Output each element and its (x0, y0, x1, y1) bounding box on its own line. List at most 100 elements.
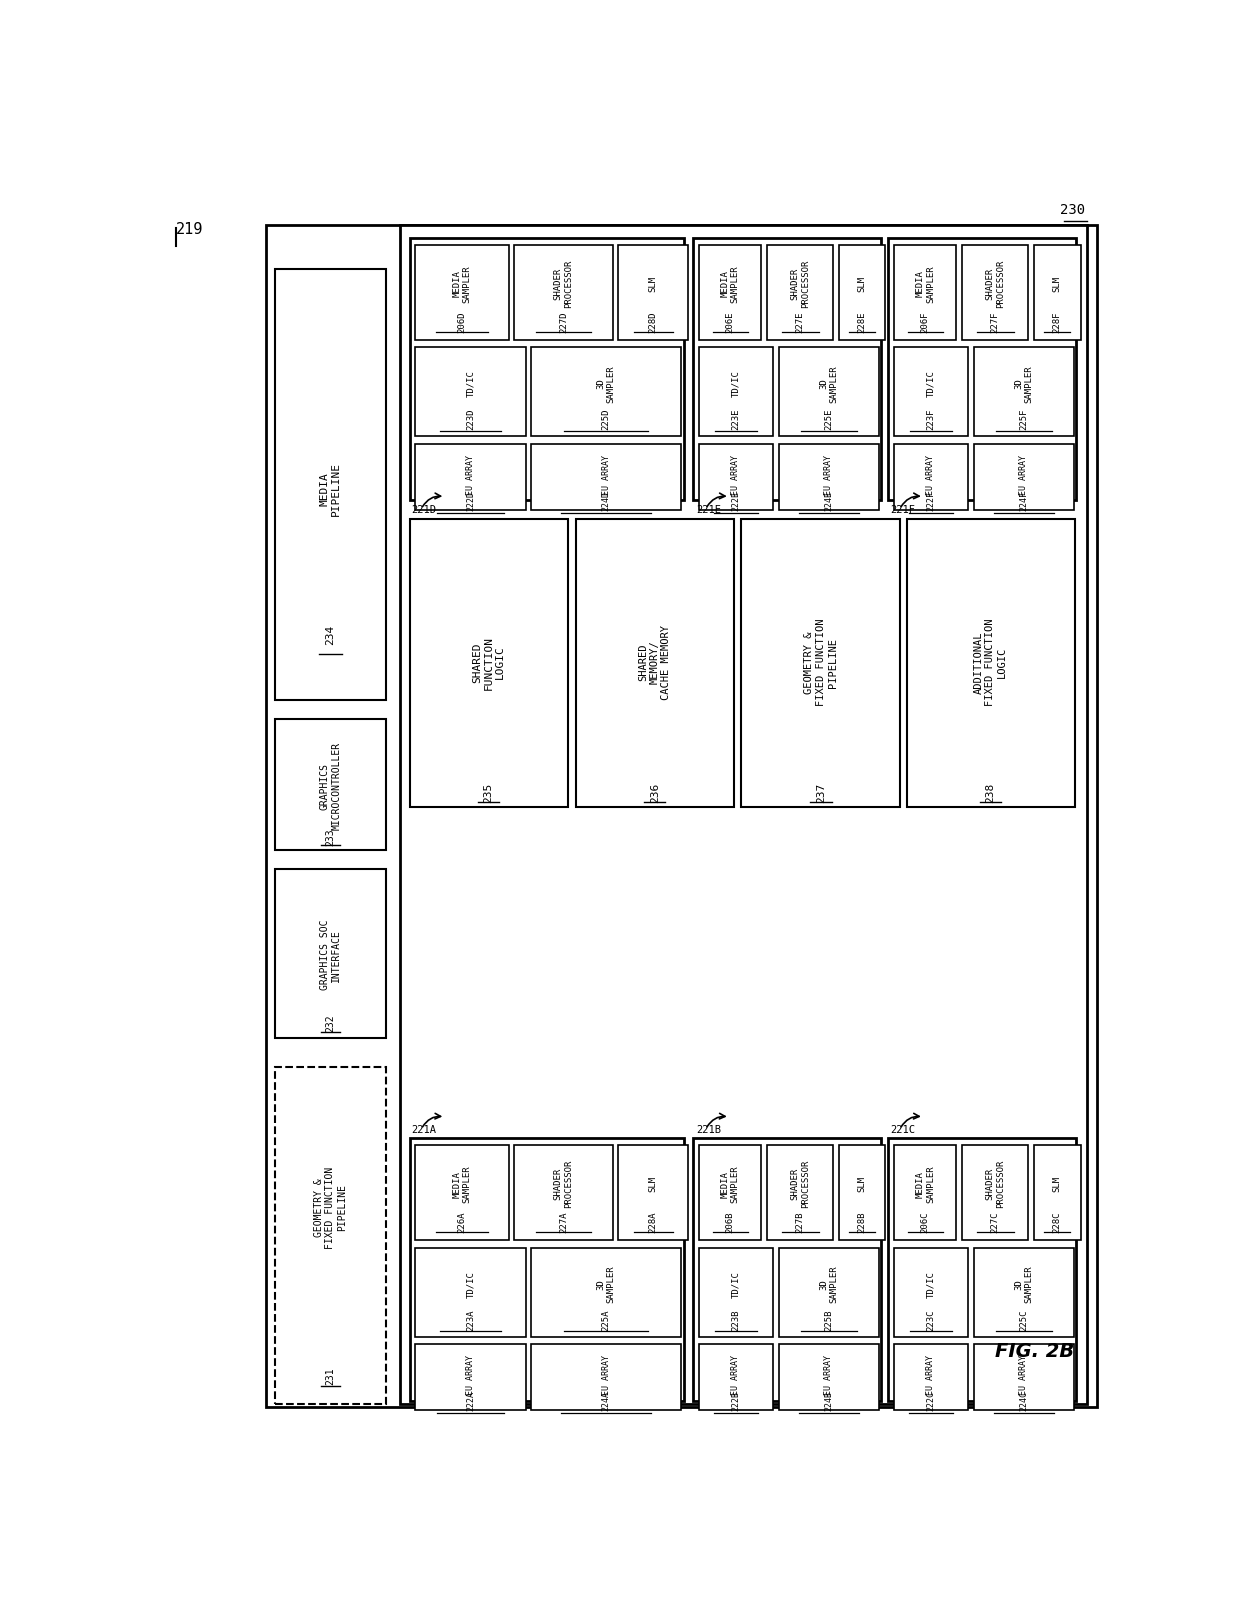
Bar (962, 1146, 1028, 1240)
Bar (275, 269, 386, 701)
Text: TD/IC: TD/IC (926, 1271, 935, 1297)
Bar (973, 445, 1074, 510)
Text: 3D
SAMPLER: 3D SAMPLER (818, 365, 838, 403)
Text: 225F: 225F (1019, 409, 1028, 430)
Text: SHADER
PROCESSOR: SHADER PROCESSOR (986, 1159, 1004, 1208)
Text: 206D: 206D (458, 312, 466, 333)
Text: EU ARRAY: EU ARRAY (1019, 454, 1028, 495)
Text: 225E: 225E (825, 409, 833, 430)
Text: 231: 231 (325, 1367, 335, 1384)
Bar (575, 519, 734, 807)
Text: SHADER
PROCESSOR: SHADER PROCESSOR (554, 1159, 573, 1208)
Text: EU ARRAY: EU ARRAY (732, 454, 740, 495)
Bar (693, 1138, 880, 1401)
Text: 227F: 227F (991, 312, 999, 333)
Bar (532, 347, 681, 437)
Bar (275, 870, 386, 1039)
Bar (838, 247, 885, 341)
Bar (699, 347, 773, 437)
Text: 221B: 221B (696, 1125, 720, 1134)
Text: GEOMETRY &
FIXED FUNCTION
PIPELINE: GEOMETRY & FIXED FUNCTION PIPELINE (805, 618, 837, 706)
Text: 222B: 222B (732, 1391, 740, 1410)
Text: 225A: 225A (601, 1308, 610, 1329)
Bar (409, 1138, 683, 1401)
Bar (275, 1066, 386, 1404)
Bar (742, 519, 900, 807)
Bar (415, 1344, 526, 1410)
Bar (532, 1248, 681, 1337)
Text: 224C: 224C (1019, 1391, 1028, 1410)
Text: SLM: SLM (858, 1175, 867, 1191)
Text: 221D: 221D (412, 505, 436, 514)
Bar (973, 347, 1074, 437)
Bar (894, 1248, 968, 1337)
Text: SLM: SLM (858, 276, 867, 292)
Text: 237: 237 (816, 782, 826, 802)
Bar (906, 519, 1075, 807)
Text: 219: 219 (176, 222, 203, 237)
Text: MEDIA
SAMPLER: MEDIA SAMPLER (915, 1165, 935, 1203)
Bar (699, 1146, 761, 1240)
Bar (768, 1146, 833, 1240)
Bar (409, 239, 683, 502)
Text: 224E: 224E (825, 490, 833, 511)
Bar (1034, 1146, 1080, 1240)
Text: 225D: 225D (601, 409, 610, 430)
Bar (973, 1248, 1074, 1337)
Text: SLM: SLM (649, 1175, 657, 1191)
Text: TD/IC: TD/IC (466, 370, 475, 398)
Text: 222E: 222E (732, 490, 740, 511)
Text: 223E: 223E (732, 409, 740, 430)
Bar (275, 719, 386, 850)
Text: 227C: 227C (991, 1211, 999, 1232)
Bar (768, 247, 833, 341)
Bar (693, 239, 880, 502)
Text: 228C: 228C (1053, 1211, 1061, 1232)
Text: 206B: 206B (725, 1211, 734, 1232)
Text: EU ARRAY: EU ARRAY (466, 1354, 475, 1394)
Text: EU ARRAY: EU ARRAY (825, 1354, 833, 1394)
Text: 227A: 227A (559, 1211, 568, 1232)
Text: 223A: 223A (466, 1308, 475, 1329)
Text: 232: 232 (325, 1013, 335, 1031)
Text: 3D
SAMPLER: 3D SAMPLER (1014, 1264, 1033, 1302)
Text: 3D
SAMPLER: 3D SAMPLER (818, 1264, 838, 1302)
Text: 224D: 224D (601, 490, 610, 511)
Text: EU ARRAY: EU ARRAY (825, 454, 833, 495)
Text: 223B: 223B (732, 1308, 740, 1329)
Text: EU ARRAY: EU ARRAY (732, 1354, 740, 1394)
Text: 224A: 224A (601, 1391, 610, 1410)
Bar (515, 1146, 613, 1240)
Text: 225C: 225C (1019, 1308, 1028, 1329)
Text: SHARED
MEMORY/
CACHE MEMORY: SHARED MEMORY/ CACHE MEMORY (639, 625, 671, 700)
Text: 228A: 228A (649, 1211, 657, 1232)
Text: 3D
SAMPLER: 3D SAMPLER (1014, 365, 1033, 403)
Text: 233: 233 (325, 828, 335, 846)
Text: SLM: SLM (1053, 276, 1061, 292)
Text: SHARED
FUNCTION
LOGIC: SHARED FUNCTION LOGIC (472, 635, 505, 690)
Bar (532, 445, 681, 510)
Text: 228E: 228E (858, 312, 867, 333)
Bar (894, 247, 956, 341)
Text: MEDIA
SAMPLER: MEDIA SAMPLER (453, 265, 471, 302)
Text: MEDIA
SAMPLER: MEDIA SAMPLER (720, 265, 740, 302)
Text: 227D: 227D (559, 312, 568, 333)
Bar (894, 347, 968, 437)
Text: 221E: 221E (696, 505, 720, 514)
Text: 238: 238 (985, 782, 996, 802)
Text: 206F: 206F (921, 312, 930, 333)
Bar (838, 1146, 885, 1240)
Text: 234: 234 (325, 625, 335, 644)
Bar (779, 1344, 879, 1410)
Text: MEDIA
SAMPLER: MEDIA SAMPLER (915, 265, 935, 302)
Bar (415, 347, 526, 437)
Text: 222F: 222F (926, 490, 935, 511)
Text: 223D: 223D (466, 409, 475, 430)
Text: 228F: 228F (1053, 312, 1061, 333)
Text: 224B: 224B (825, 1391, 833, 1410)
Bar (401, 226, 1087, 1404)
Text: ADDITIONAL
FIXED FUNCTION
LOGIC: ADDITIONAL FIXED FUNCTION LOGIC (973, 618, 1007, 706)
Bar (619, 1146, 688, 1240)
Text: TD/IC: TD/IC (732, 1271, 740, 1297)
Text: 225B: 225B (825, 1308, 833, 1329)
